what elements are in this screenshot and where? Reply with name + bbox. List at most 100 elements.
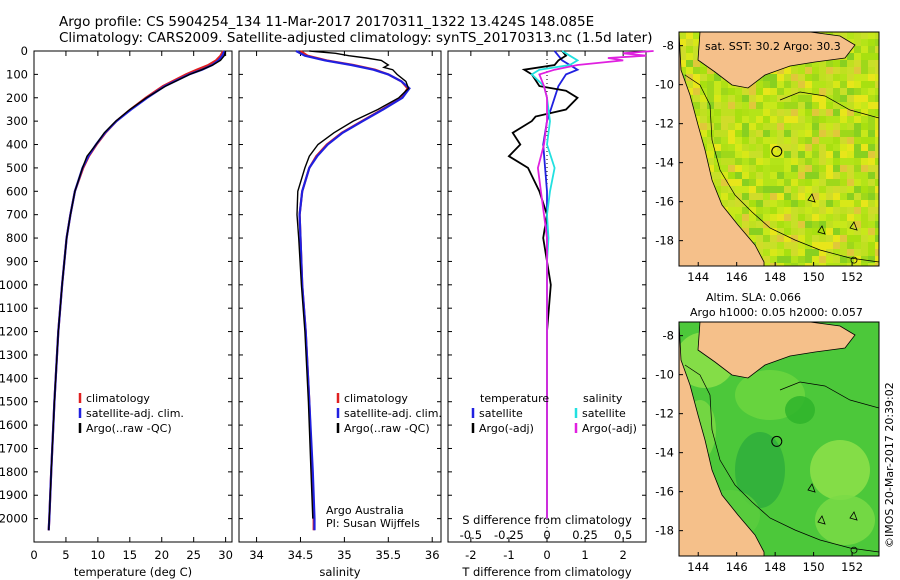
sst-cell [735, 193, 742, 200]
sst-cell [875, 249, 879, 256]
sst-cell [714, 123, 721, 130]
sst-cell [840, 186, 847, 193]
sst-cell [798, 123, 805, 130]
sla-map-image [679, 322, 879, 556]
sst-cell [833, 235, 840, 242]
sst-cell [847, 186, 854, 193]
sst-cell [840, 123, 847, 130]
sst-cell [784, 67, 791, 74]
sst-cell [742, 165, 749, 172]
sst-cell [763, 130, 770, 137]
sst-cell [749, 228, 756, 235]
sst-cell [875, 46, 879, 53]
sst-cell [763, 102, 770, 109]
sst-cell [728, 137, 735, 144]
series-line-argo-raw-qc- [48, 50, 227, 531]
map-x-tick-label: 152 [841, 270, 863, 284]
sst-cell [819, 172, 826, 179]
sst-cell [763, 165, 770, 172]
sst-cell [693, 95, 700, 102]
sst-cell [770, 102, 777, 109]
sst-cell [854, 81, 861, 88]
sst-cell [784, 123, 791, 130]
sst-cell [763, 214, 770, 221]
sst-cell [812, 172, 819, 179]
x-tick-label: 25 [186, 548, 201, 562]
sst-cell [868, 60, 875, 67]
sst-cell [798, 88, 805, 95]
sst-cell [679, 32, 686, 39]
y-tick-label: 0 [21, 44, 28, 58]
sst-cell [875, 95, 879, 102]
x-tick-label: 1 [581, 548, 588, 562]
sst-cell [854, 88, 861, 95]
argo-position-marker [771, 435, 783, 447]
sst-cell [805, 102, 812, 109]
sst-cell [686, 74, 693, 81]
sst-cell [854, 200, 861, 207]
sst-cell [742, 179, 749, 186]
sst-cell [805, 109, 812, 116]
sst-cell [728, 151, 735, 158]
sst-cell [721, 193, 728, 200]
sst-cell [742, 130, 749, 137]
sst-cell [840, 235, 847, 242]
sst-cell [805, 158, 812, 165]
sst-cell [847, 60, 854, 67]
sst-cell [686, 39, 693, 46]
sst-cell [861, 165, 868, 172]
sst-cell [714, 74, 721, 81]
sst-cell [868, 67, 875, 74]
sst-cell [819, 221, 826, 228]
sst-cell [868, 228, 875, 235]
sst-cell [847, 123, 854, 130]
reef-island [807, 193, 816, 203]
sst-cell [735, 165, 742, 172]
y-tick-label: 800 [6, 231, 28, 245]
sst-cell [868, 193, 875, 200]
sst-cell [763, 144, 770, 151]
sst-cell [847, 74, 854, 81]
sla-blob [810, 440, 870, 500]
sst-cell [749, 116, 756, 123]
sst-cell [742, 123, 749, 130]
sst-cell [749, 179, 756, 186]
sst-cell [854, 130, 861, 137]
sst-cell [854, 123, 861, 130]
sst-cell [721, 116, 728, 123]
sst-cell [847, 207, 854, 214]
sst-cell [784, 74, 791, 81]
sst-cell [791, 179, 798, 186]
sst-cell [868, 221, 875, 228]
x-tick-label: 15 [122, 548, 137, 562]
sst-cell [763, 263, 770, 266]
sst-cell [798, 102, 805, 109]
sst-cell [756, 137, 763, 144]
sst-cell [721, 200, 728, 207]
sst-cell [777, 228, 784, 235]
sst-cell [791, 235, 798, 242]
sst-cell [777, 74, 784, 81]
sst-cell [777, 242, 784, 249]
sst-cell [707, 95, 714, 102]
sst-cell [854, 74, 861, 81]
sst-cell [854, 235, 861, 242]
y-tick-label: 1100 [0, 301, 28, 315]
sst-cell [756, 186, 763, 193]
sst-cell [679, 53, 686, 60]
sst-cell [749, 172, 756, 179]
sst-cell [868, 200, 875, 207]
sst-cell [840, 172, 847, 179]
sla-map-title-2: Argo h1000: 0.05 h2000: 0.057 [690, 306, 863, 319]
sst-cell [854, 214, 861, 221]
sst-cell [798, 228, 805, 235]
sst-cell [728, 165, 735, 172]
legend-heading: temperature [480, 392, 549, 405]
sst-cell [854, 151, 861, 158]
sst-cell [770, 214, 777, 221]
sst-cell [812, 67, 819, 74]
sst-cell [840, 74, 847, 81]
sst-cell [833, 228, 840, 235]
x-tick-label: 34.5 [288, 548, 314, 562]
sst-cell [763, 116, 770, 123]
